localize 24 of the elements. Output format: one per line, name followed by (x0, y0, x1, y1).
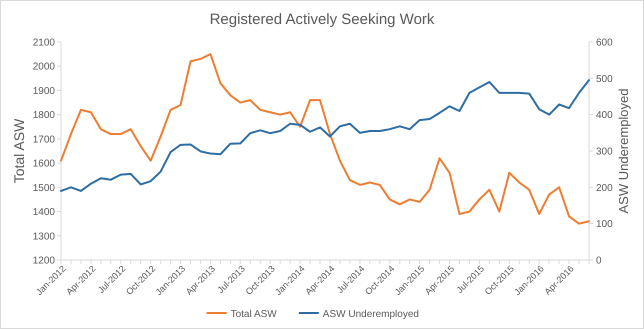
y-tick-label: 1400 (32, 207, 56, 218)
y-tick-label: 1600 (32, 158, 56, 170)
y2-axis-title: ASW Underemployed (616, 88, 631, 214)
y-tick-label: 2100 (32, 38, 56, 48)
legend-label: ASW Underemployed (322, 309, 419, 320)
y-tick-label: 1300 (32, 231, 56, 242)
y2-tick-label: 300 (596, 146, 614, 158)
y2-tick-label: 500 (596, 74, 614, 85)
y-tick-label: 2000 (32, 62, 56, 73)
y2-tick-label: 600 (596, 38, 614, 48)
line-series (60, 53, 590, 225)
y2-tick-label: 100 (596, 219, 614, 230)
y2-tick-label: 0 (596, 256, 602, 266)
chart-title: Registered Actively Seeking Work (210, 11, 435, 28)
y-tick-label: 1200 (32, 256, 56, 266)
y-tick-label: 1800 (32, 110, 56, 122)
y-tick-label: 1900 (32, 86, 56, 97)
legend-label: Total ASW (230, 309, 278, 320)
y-tick-label: 1500 (32, 182, 56, 194)
line-series (60, 79, 590, 192)
y2-tick-label: 200 (596, 182, 614, 194)
y2-tick-label: 400 (596, 110, 614, 122)
y-axis-title: Total ASW (11, 118, 27, 184)
y-tick-label: 1700 (32, 134, 56, 146)
